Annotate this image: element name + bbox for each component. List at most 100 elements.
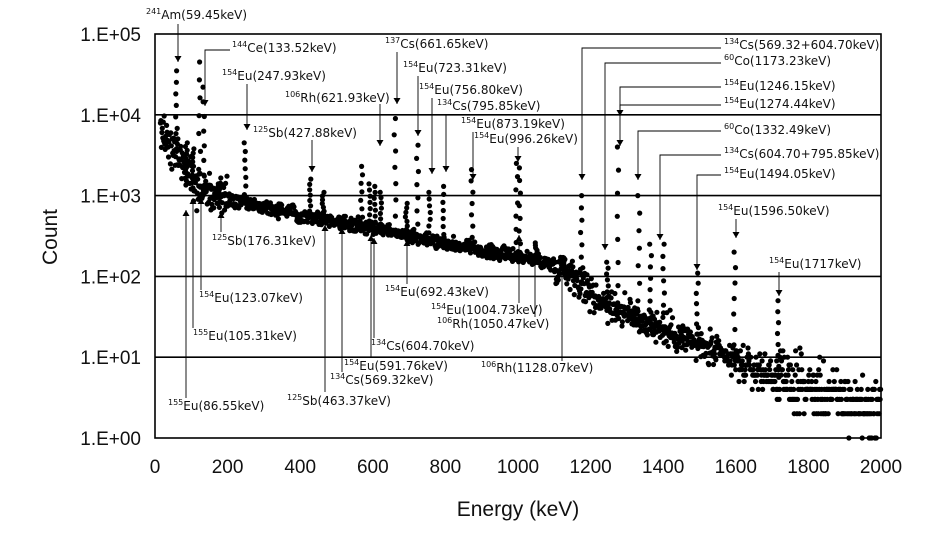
data-point bbox=[749, 386, 755, 392]
peak-point bbox=[615, 167, 622, 173]
peak-point bbox=[196, 130, 202, 137]
peak-point bbox=[637, 280, 643, 286]
peak-point bbox=[307, 213, 314, 220]
data-point bbox=[772, 378, 778, 385]
data-point bbox=[831, 378, 837, 385]
peak-annotation: 154Eu(1717keV) bbox=[769, 256, 861, 296]
peak-point bbox=[190, 159, 196, 165]
peak-label: 155Eu(86.55keV) bbox=[168, 398, 264, 413]
data-point bbox=[569, 258, 576, 264]
peak-annotation: 154Eu(996.26keV) bbox=[474, 131, 578, 162]
data-point bbox=[778, 358, 785, 364]
isotope-mass-number: 137 bbox=[385, 36, 400, 45]
data-point bbox=[619, 319, 626, 325]
data-point bbox=[801, 411, 807, 417]
peak-point bbox=[359, 163, 365, 169]
leader-arrow bbox=[174, 56, 182, 62]
y-tick-label: 1.E+00 bbox=[80, 429, 141, 450]
isotope-label: Sb(176.31keV) bbox=[227, 234, 316, 248]
peak-point bbox=[660, 327, 666, 333]
peak-point bbox=[378, 226, 384, 232]
peak-point bbox=[578, 205, 585, 211]
y-tick-label: 1.E+03 bbox=[80, 187, 141, 208]
peak-label: 60Co(1173.23keV) bbox=[724, 53, 831, 68]
data-point bbox=[221, 184, 227, 191]
y-tick-label: 1.E+05 bbox=[80, 25, 141, 46]
peak-annotation: 144Ce(133.52keV) bbox=[201, 40, 337, 106]
leader-arrow bbox=[197, 198, 205, 204]
isotope-mass-number: 154 bbox=[724, 166, 739, 175]
peak-point bbox=[635, 263, 641, 269]
peak-annotation: 60Co(1332.49keV) bbox=[634, 122, 831, 180]
data-point bbox=[835, 411, 841, 417]
isotope-mass-number: 134 bbox=[724, 146, 739, 155]
isotope-label: Rh(1050.47keV) bbox=[452, 317, 549, 331]
peak-point bbox=[648, 309, 654, 315]
data-point bbox=[779, 367, 786, 373]
peak-point bbox=[514, 174, 521, 180]
data-point bbox=[616, 315, 622, 322]
peak-label: 60Co(1332.49keV) bbox=[724, 122, 831, 137]
data-point bbox=[159, 125, 165, 131]
peak-annotation: 125Sb(463.37keV) bbox=[287, 225, 391, 408]
leader-arrow bbox=[775, 290, 783, 296]
data-point bbox=[305, 219, 311, 225]
peak-point bbox=[366, 187, 373, 193]
peak-point bbox=[694, 311, 700, 317]
x-tick-label: 1200 bbox=[569, 457, 611, 478]
isotope-mass-number: 60 bbox=[724, 122, 734, 131]
peak-point bbox=[404, 223, 410, 229]
data-point bbox=[743, 372, 749, 378]
peak-point bbox=[661, 290, 668, 296]
peak-point bbox=[201, 172, 207, 178]
peak-point bbox=[614, 213, 620, 219]
data-point bbox=[571, 292, 577, 298]
data-point bbox=[787, 362, 794, 368]
data-point bbox=[665, 343, 671, 349]
peak-point bbox=[636, 315, 642, 321]
isotope-mass-number: 154 bbox=[199, 290, 214, 299]
peak-point bbox=[636, 245, 643, 251]
data-point bbox=[687, 329, 694, 335]
peak-point bbox=[372, 219, 378, 225]
data-point bbox=[386, 222, 392, 228]
peak-annotation: 134Cs(604.70keV) bbox=[370, 238, 474, 353]
peak-point bbox=[694, 321, 700, 327]
peak-annotation: 154Eu(1274.44keV) bbox=[616, 96, 836, 146]
isotope-mass-number: 154 bbox=[474, 131, 489, 140]
data-point bbox=[279, 202, 285, 208]
isotope-label: Cs(604.70+795.85keV) bbox=[739, 147, 879, 161]
peak-point bbox=[173, 114, 179, 120]
data-point bbox=[817, 372, 823, 378]
peak-point bbox=[469, 246, 475, 252]
peak-label: 154Eu(1004.73keV) bbox=[431, 302, 543, 317]
peak-point bbox=[393, 148, 399, 154]
peak-point bbox=[647, 298, 653, 304]
peak-point bbox=[243, 183, 249, 189]
data-point bbox=[510, 246, 516, 252]
isotope-label: Eu(723.31keV) bbox=[418, 61, 507, 75]
peak-label: 154Eu(123.07keV) bbox=[199, 290, 303, 305]
data-point bbox=[651, 316, 658, 322]
data-point bbox=[216, 204, 222, 210]
peak-point bbox=[201, 143, 207, 149]
peak-point bbox=[578, 254, 584, 260]
peak-point bbox=[196, 113, 202, 119]
isotope-mass-number: 154 bbox=[403, 60, 418, 69]
data-point bbox=[159, 129, 165, 136]
data-point bbox=[768, 358, 774, 364]
data-point bbox=[736, 378, 742, 385]
peak-label: 241Am(59.45keV) bbox=[146, 7, 247, 22]
peak-point bbox=[392, 115, 398, 122]
data-point bbox=[467, 250, 474, 256]
peak-point bbox=[469, 200, 475, 207]
peak-point bbox=[426, 223, 432, 229]
peak-point bbox=[415, 168, 421, 175]
isotope-mass-number: 106 bbox=[437, 316, 452, 325]
peak-point bbox=[513, 213, 519, 219]
peak-point bbox=[647, 264, 654, 270]
peak-point bbox=[391, 132, 397, 138]
isotope-label: Eu(123.07keV) bbox=[214, 291, 303, 305]
peak-point bbox=[660, 302, 667, 308]
y-tick-label: 1.E+04 bbox=[80, 106, 141, 127]
